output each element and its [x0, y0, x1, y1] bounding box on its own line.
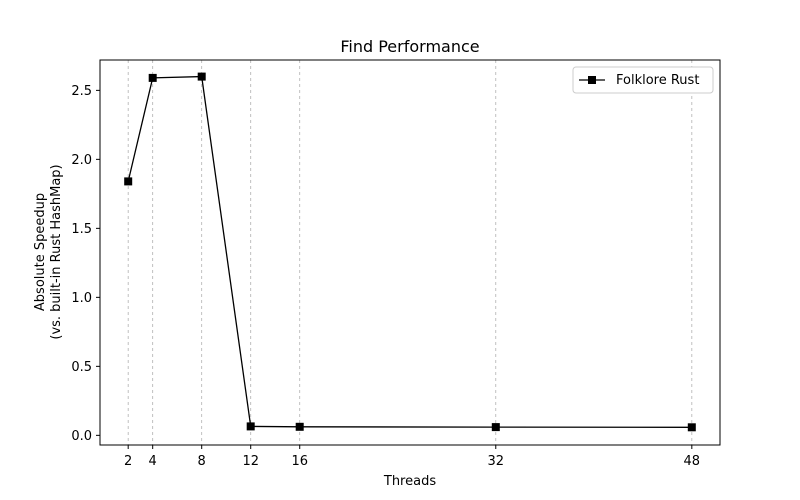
y-tick-label: 0.0: [71, 429, 92, 444]
x-axis: 2 4 8 12 16 32 48: [124, 445, 700, 469]
x-tick-label: 16: [291, 454, 308, 469]
y-tick-label: 2.5: [71, 84, 92, 99]
data-point-threads-32: [491, 423, 500, 432]
x-tick-label: 32: [487, 454, 504, 469]
x-tick-label: 12: [242, 454, 259, 469]
legend-label-folklore-rust: Folklore Rust: [616, 73, 699, 88]
data-point-threads-2: [124, 177, 133, 186]
data-point-threads-4: [148, 73, 157, 82]
x-tick-label: 2: [124, 454, 132, 469]
data-point-threads-16: [295, 422, 304, 431]
y-axis-title-line-1: Absolute Speedup: [33, 193, 48, 311]
y-tick-label: 1.5: [71, 222, 92, 237]
x-tick-label: 4: [149, 454, 157, 469]
data-point-threads-48: [687, 423, 696, 432]
y-tick-label: 2.0: [71, 153, 92, 168]
data-point-threads-8: [197, 72, 206, 81]
legend: Folklore Rust: [572, 66, 714, 94]
y-axis-title-line-2: (vs. built-in Rust HashMap): [49, 164, 64, 339]
y-tick-label: 1.0: [71, 291, 92, 306]
x-tick-label: 8: [198, 454, 206, 469]
y-axis-title: Absolute Speedup (vs. built-in Rust Hash…: [33, 164, 64, 339]
y-axis: 0.0 0.5 1.0 1.5 2.0 2.5: [71, 84, 100, 444]
x-axis-title: Threads: [383, 474, 436, 489]
series-layer: [124, 72, 696, 432]
plot-frame: [99, 59, 721, 446]
data-point-threads-12: [246, 422, 255, 431]
grid-lines: [127, 60, 693, 445]
chart-title: Find Performance: [340, 37, 479, 56]
legend-box: [572, 66, 714, 94]
x-tick-label: 48: [684, 454, 701, 469]
legend-marker-swatch: [588, 76, 596, 84]
y-tick-label: 0.5: [71, 360, 92, 375]
